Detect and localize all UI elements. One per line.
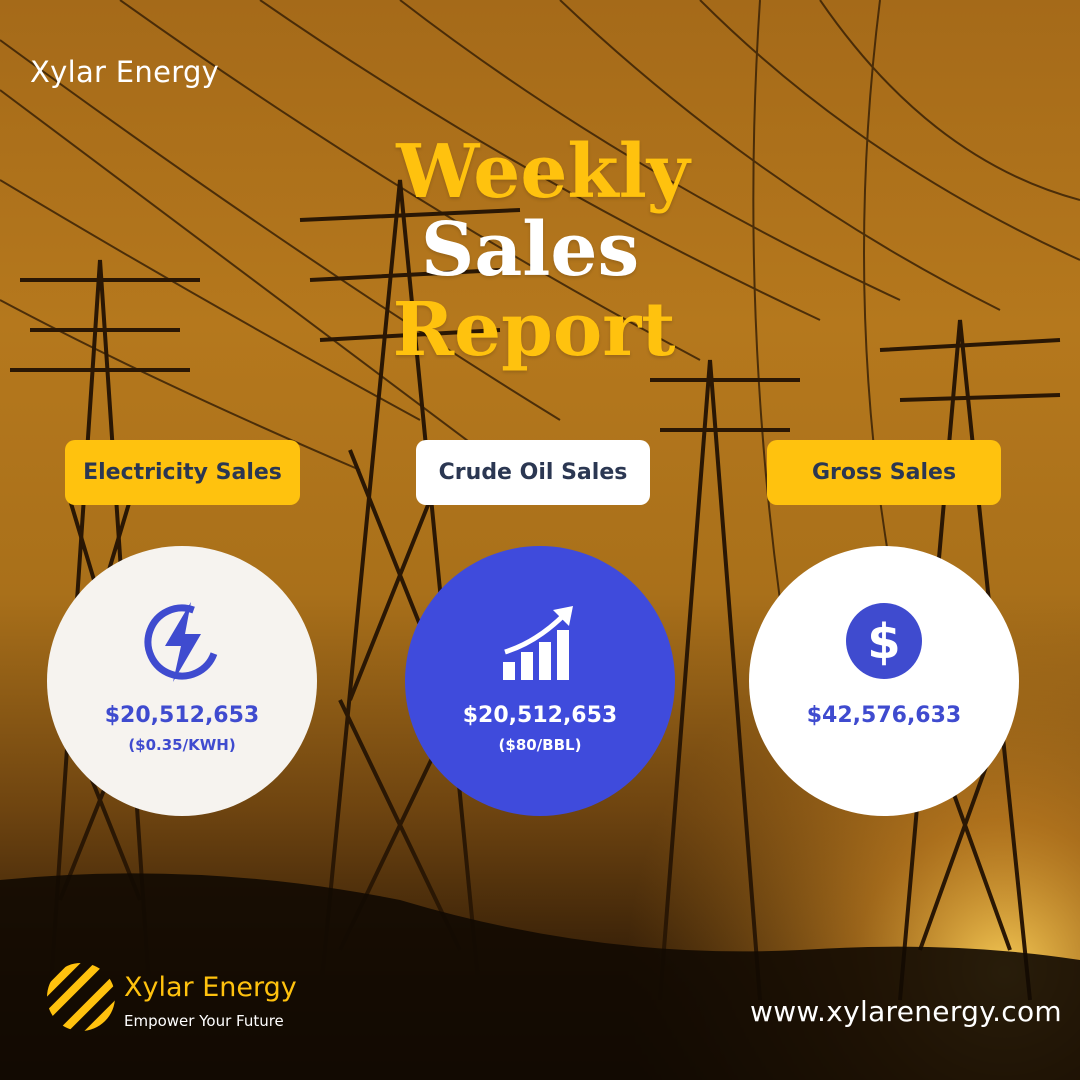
brand-name-header: Xylar Energy: [30, 55, 220, 89]
gross-sales-label: Gross Sales: [767, 440, 1001, 505]
title-line-weekly: Weekly: [396, 129, 690, 215]
footer-tagline: Empower Your Future: [124, 1012, 284, 1030]
crude-oil-sales-label: Crude Oil Sales: [416, 440, 650, 505]
dollar-sign-icon: $: [846, 603, 922, 679]
website-url[interactable]: www.xylarenergy.com: [750, 995, 1062, 1028]
growth-chart-icon: [503, 606, 573, 680]
crude-oil-sales-card: $20,512,653 ($80/BBL): [405, 546, 675, 816]
svg-text:$: $: [867, 614, 900, 670]
electricity-rate: ($0.35/KWH): [128, 736, 236, 754]
title-line-sales: Sales: [420, 207, 640, 293]
xylar-energy-logo-icon: [47, 963, 115, 1031]
footer-brand-name: Xylar Energy: [124, 972, 297, 1003]
title-line-report: Report: [392, 287, 676, 373]
crude-oil-sales-amount: $20,512,653: [462, 703, 618, 728]
lightning-bolt-icon: [144, 602, 220, 682]
gross-sales-card: $ $42,576,633: [749, 546, 1019, 816]
electricity-sales-amount: $20,512,653: [104, 703, 260, 728]
crude-oil-rate: ($80/BBL): [498, 736, 582, 754]
gross-sales-amount: $42,576,633: [806, 703, 962, 728]
electricity-sales-label: Electricity Sales: [65, 440, 300, 505]
electricity-sales-card: $20,512,653 ($0.35/KWH): [47, 546, 317, 816]
